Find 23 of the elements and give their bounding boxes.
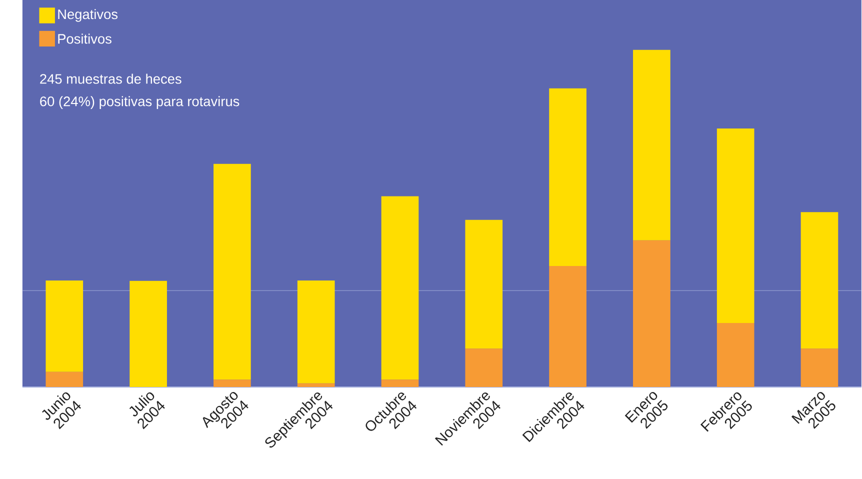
bar [465, 220, 503, 348]
bar [716, 322, 754, 387]
bar [130, 280, 167, 387]
annotation: 60 (24%) positivas para rotavirus [40, 96, 240, 109]
bar [633, 50, 670, 240]
bar [297, 280, 335, 384]
bar [716, 128, 754, 323]
bar [381, 196, 419, 380]
bar [214, 379, 251, 387]
bar [214, 164, 251, 380]
annotation: 245 muestras de heces [40, 74, 182, 84]
bar [549, 266, 586, 387]
bar [465, 348, 503, 387]
legend-label: Negativos [58, 8, 118, 22]
bar [381, 379, 419, 387]
bar [297, 383, 335, 387]
bar [46, 372, 84, 387]
bar [800, 348, 838, 387]
bar [633, 240, 670, 387]
bar [549, 88, 586, 266]
bar [46, 280, 84, 372]
bar [800, 212, 838, 348]
legend-label: Positivos [58, 33, 112, 44]
